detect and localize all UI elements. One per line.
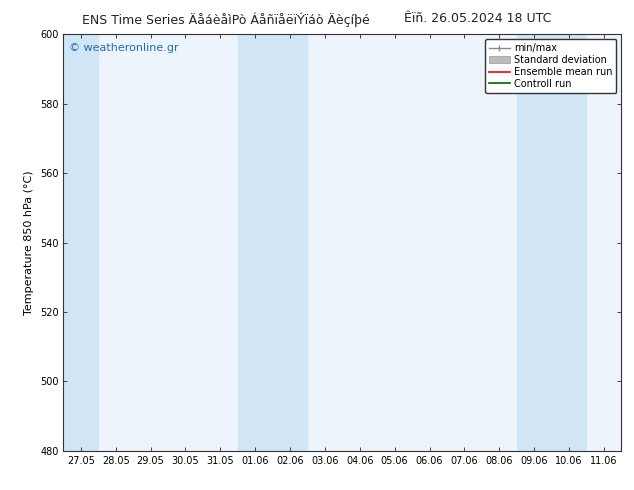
Text: © weatheronline.gr: © weatheronline.gr (69, 43, 179, 52)
Legend: min/max, Standard deviation, Ensemble mean run, Controll run: min/max, Standard deviation, Ensemble me… (485, 39, 616, 93)
Text: Êïñ. 26.05.2024 18 UTC: Êïñ. 26.05.2024 18 UTC (404, 12, 552, 25)
Bar (517, 34, 586, 451)
Text: ENS Time Series ÄåáèåìPò ÁåñïåëïÝïáò Äèçíþé: ENS Time Series ÄåáèåìPò ÁåñïåëïÝïáò Äèç… (82, 12, 370, 27)
Bar (238, 34, 307, 451)
Y-axis label: Temperature 850 hPa (°C): Temperature 850 hPa (°C) (24, 170, 34, 315)
Bar (63, 34, 98, 451)
